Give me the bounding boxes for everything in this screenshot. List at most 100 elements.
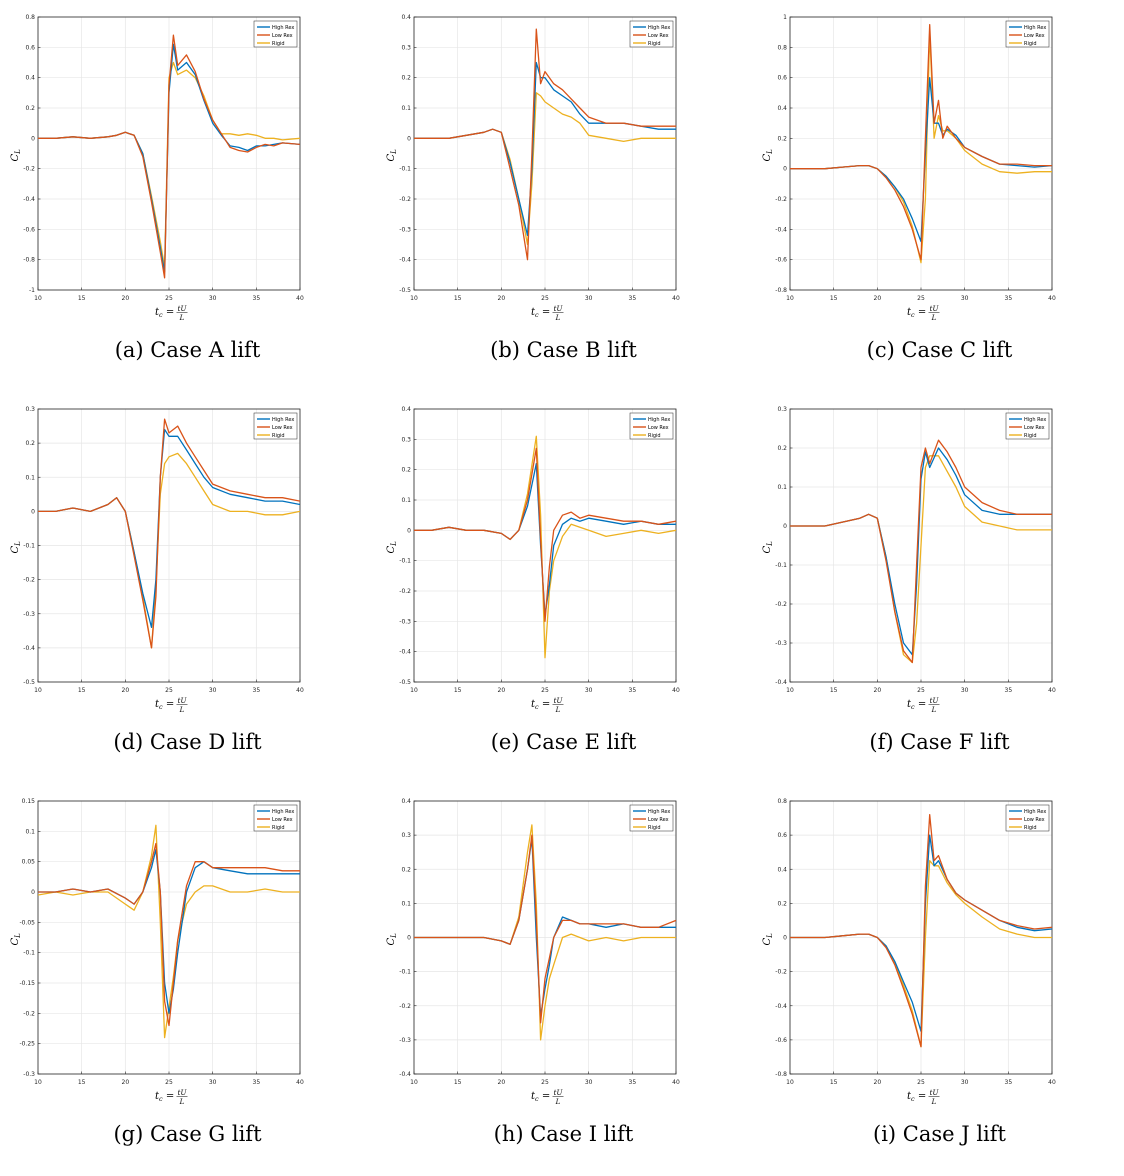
x-axis-label-eq: = bbox=[915, 699, 927, 710]
y-axis-label: CL bbox=[386, 933, 398, 946]
x-axis-label-sub: c bbox=[911, 703, 915, 711]
y-tick-label: 0.1 bbox=[25, 474, 35, 481]
x-tick-label: 35 bbox=[1005, 687, 1013, 694]
y-tick-label: 0 bbox=[31, 889, 35, 896]
x-tick-label: 35 bbox=[1005, 1079, 1013, 1086]
chart-panel: 10 15 20 25 30 35 40 -0.8 -0.6 -0.4 -0.2 0 0.2 0.4 0.6… bbox=[752, 0, 1124, 392]
x-tick-label: 30 bbox=[961, 1079, 969, 1086]
y-axis-label-main: C bbox=[10, 546, 21, 554]
x-tick-label: 20 bbox=[874, 1079, 882, 1086]
legend-label: Low Rex bbox=[272, 425, 293, 431]
series-line-rigid bbox=[38, 824, 300, 1039]
y-tick-label: -0.4 bbox=[775, 226, 787, 233]
x-tick-label: 10 bbox=[34, 1079, 42, 1086]
y-tick-label: 0.2 bbox=[777, 900, 787, 907]
chart-panel: 10 15 20 25 30 35 40 -0.5 -0.4 -0.3 -0.2 -0.1 0 0.1 0.… bbox=[376, 392, 751, 784]
x-tick-label: 15 bbox=[78, 687, 86, 694]
x-tick-label: 25 bbox=[165, 687, 173, 694]
x-tick-label: 30 bbox=[209, 687, 217, 694]
y-tick-label: -0.2 bbox=[399, 196, 411, 203]
x-tick-label: 40 bbox=[1048, 687, 1056, 694]
x-tick-label: 20 bbox=[498, 687, 506, 694]
legend-label: High Rex bbox=[272, 25, 294, 31]
legend-label: Rigid bbox=[272, 825, 285, 831]
y-axis-label: CL bbox=[762, 149, 774, 162]
y-tick-label: 0.8 bbox=[777, 798, 787, 805]
y-axis-label-main: C bbox=[762, 938, 773, 946]
y-axis-label-sub: L bbox=[14, 933, 22, 939]
x-axis-label-denominator: L bbox=[555, 1098, 561, 1106]
x-axis-label-numerator: tU bbox=[930, 305, 940, 313]
x-tick-label: 40 bbox=[1048, 295, 1056, 302]
x-tick-label: 10 bbox=[410, 687, 418, 694]
x-tick-label: 35 bbox=[1005, 295, 1013, 302]
y-tick-label: -0.1 bbox=[23, 950, 35, 957]
x-axis-label-eq: = bbox=[163, 699, 175, 710]
x-tick-label: 35 bbox=[253, 687, 261, 694]
x-tick-label: 40 bbox=[296, 1079, 304, 1086]
x-axis-label-numerator: tU bbox=[930, 697, 940, 705]
y-tick-label: 0.1 bbox=[401, 497, 411, 504]
y-axis-label-main: C bbox=[386, 938, 397, 946]
y-tick-label: -0.25 bbox=[19, 1041, 35, 1048]
figure-caption: (d) Case D lift bbox=[113, 730, 262, 754]
legend-label: Low Rex bbox=[1024, 33, 1045, 39]
y-tick-label: -0.2 bbox=[23, 1010, 35, 1017]
chart-panel: 10 15 20 25 30 35 40 -0.5 -0.4 -0.3 -0.2 -0.1 0 0.1 0.… bbox=[0, 392, 375, 784]
x-tick-label: 20 bbox=[498, 295, 506, 302]
line-chart: 10 15 20 25 30 35 40 -0.8 -0.6 -0.4 -0.2 0 0.2 0.4 0.6… bbox=[762, 14, 1056, 322]
y-tick-label: 0.2 bbox=[401, 467, 411, 474]
y-axis-label-main: C bbox=[10, 938, 21, 946]
y-tick-label: 0.05 bbox=[22, 859, 36, 866]
x-axis-label-t: t bbox=[155, 699, 160, 710]
x-axis-label-eq: = bbox=[915, 1091, 927, 1102]
y-axis-label: CL bbox=[10, 541, 22, 554]
y-tick-label: -0.4 bbox=[399, 1071, 411, 1078]
y-tick-label: -0.2 bbox=[23, 577, 35, 584]
y-tick-label: 0.3 bbox=[401, 436, 411, 443]
x-tick-label: 30 bbox=[585, 1079, 593, 1086]
x-axis-label-sub: c bbox=[535, 311, 539, 319]
x-tick-label: 15 bbox=[454, 687, 462, 694]
x-axis-label-main: tc = bbox=[907, 307, 926, 319]
y-tick-label: 0.4 bbox=[777, 105, 787, 112]
y-tick-label: 0.6 bbox=[25, 44, 35, 51]
x-axis-label-sub: c bbox=[535, 703, 539, 711]
x-axis-label-sub: c bbox=[159, 703, 163, 711]
x-tick-label: 10 bbox=[34, 687, 42, 694]
legend-label: Low Rex bbox=[272, 817, 293, 823]
x-tick-label: 25 bbox=[917, 687, 925, 694]
x-axis-label-numerator: tU bbox=[178, 1089, 188, 1097]
y-axis-label: CL bbox=[386, 149, 398, 162]
y-axis-label-sub: L bbox=[766, 933, 774, 939]
y-tick-label: -0.3 bbox=[399, 226, 411, 233]
series-line-low-rex bbox=[414, 28, 676, 261]
y-tick-label: -0.4 bbox=[775, 679, 787, 686]
x-tick-label: 15 bbox=[830, 1079, 838, 1086]
y-tick-label: 0.2 bbox=[401, 866, 411, 873]
chart-panel: 10 15 20 25 30 35 40 -0.4 -0.3 -0.2 -0.1 0 0.1 0.2 0.3… bbox=[752, 392, 1124, 784]
x-axis-label-main: tc = bbox=[907, 699, 926, 711]
legend-label: Low Rex bbox=[272, 33, 293, 39]
x-axis-label: tc = tUL bbox=[155, 1089, 188, 1106]
legend-label: Low Rex bbox=[1024, 817, 1045, 823]
x-tick-label: 40 bbox=[672, 295, 680, 302]
x-tick-label: 10 bbox=[786, 1079, 794, 1086]
x-tick-label: 25 bbox=[541, 295, 549, 302]
y-axis-label: CL bbox=[10, 933, 22, 946]
legend-label: Low Rex bbox=[1024, 425, 1045, 431]
legend-label: Low Rex bbox=[648, 817, 669, 823]
legend-label: Low Rex bbox=[648, 425, 669, 431]
y-tick-label: 0.8 bbox=[25, 14, 35, 21]
legend-label: High Rex bbox=[648, 417, 670, 423]
y-tick-label: -0.1 bbox=[775, 562, 787, 569]
y-tick-label: -0.1 bbox=[399, 166, 411, 173]
x-tick-label: 40 bbox=[672, 1079, 680, 1086]
legend-label: High Rex bbox=[648, 809, 670, 815]
y-tick-label: -0.1 bbox=[399, 558, 411, 565]
x-tick-label: 30 bbox=[209, 1079, 217, 1086]
y-tick-label: 0 bbox=[31, 135, 35, 142]
y-tick-label: 0.2 bbox=[777, 445, 787, 452]
y-tick-label: 0.4 bbox=[777, 866, 787, 873]
x-axis-label-denominator: L bbox=[179, 1098, 185, 1106]
